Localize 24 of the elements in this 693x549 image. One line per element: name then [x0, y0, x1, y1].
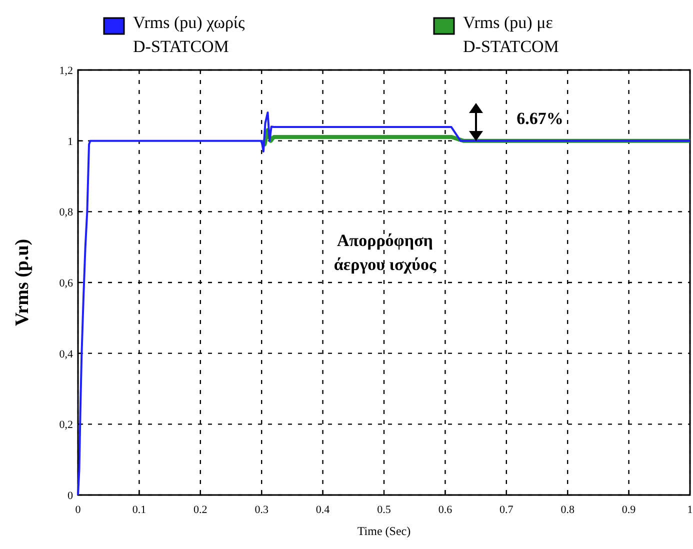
x-tick-label: 0.1: [132, 504, 146, 516]
x-tick-label: 0.6: [438, 504, 453, 516]
annotation: Απορρόφηση άεργου ισχύος: [334, 231, 437, 274]
legend-label: Vrms (pu) με D-STATCOM: [463, 13, 559, 56]
x-axis-title: Time (Sec): [357, 524, 411, 538]
y-tick-label: 1,2: [59, 65, 73, 77]
y-tick-label: 0,4: [59, 348, 74, 360]
y-tick-label: 0: [68, 490, 74, 502]
x-tick-label: 0.9: [622, 504, 636, 516]
y-tick-label: 0,8: [59, 206, 74, 219]
legend-label: Vrms (pu) χωρίς D-STATCOM: [133, 13, 245, 56]
x-tick-label: 0.7: [500, 504, 514, 516]
annotation: 6.67%: [516, 109, 564, 128]
x-tick-label: 0: [75, 504, 82, 516]
x-tick-label: 0.2: [194, 504, 208, 516]
y-tick-label: 1: [68, 136, 73, 148]
x-tick-label: 1: [687, 504, 693, 516]
y-tick-label: 0,6: [59, 278, 74, 290]
y-axis-title: Vrms (p.u): [12, 238, 33, 326]
x-tick-label: 0.3: [254, 504, 269, 516]
y-tick-label: 0,2: [59, 419, 73, 432]
x-tick-label: 0.8: [560, 504, 575, 516]
x-tick-label: 0.4: [316, 504, 330, 516]
x-tick-label: 0.5: [377, 504, 392, 516]
